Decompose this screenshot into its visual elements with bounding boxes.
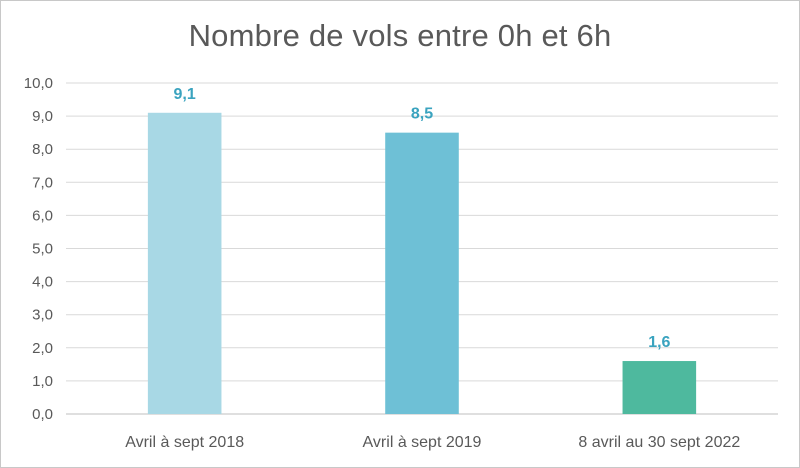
y-tick-label: 5,0: [32, 241, 53, 258]
y-tick-label: 1,0: [32, 373, 53, 390]
x-axis-tick-labels: Avril à sept 2018 Avril à sept 2019 8 avri…: [125, 434, 740, 451]
x-tick-label: 8 avril au 30 sept 2022: [578, 434, 740, 451]
y-tick-label: 7,0: [32, 174, 53, 191]
bar: [622, 361, 697, 414]
bars: [147, 112, 697, 414]
data-label: 9,1: [174, 86, 196, 103]
y-tick-label: 3,0: [32, 307, 53, 324]
x-tick-label: Avril à sept 2018: [125, 434, 244, 451]
y-tick-label: 4,0: [32, 274, 53, 291]
bar: [147, 112, 222, 414]
y-tick-label: 0,0: [32, 406, 53, 423]
y-tick-label: 8,0: [32, 141, 53, 158]
y-axis-tick-labels: 0,0 1,0 2,0 3,0 4,0 5,0 6,0 7,0 8,0 9,0 10,0: [24, 75, 53, 423]
y-tick-label: 10,0: [24, 75, 53, 92]
chart-title: Nombre de vols entre 0h et 6h: [188, 18, 612, 53]
y-tick-label: 9,0: [32, 108, 53, 125]
x-tick-label: Avril à sept 2019: [363, 434, 482, 451]
data-labels: 9,1 8,5 1,6: [174, 86, 671, 351]
bar: [385, 132, 459, 414]
data-label: 8,5: [411, 106, 433, 123]
y-tick-label: 6,0: [32, 207, 53, 224]
data-label: 1,6: [648, 334, 670, 351]
y-tick-label: 2,0: [32, 340, 53, 357]
